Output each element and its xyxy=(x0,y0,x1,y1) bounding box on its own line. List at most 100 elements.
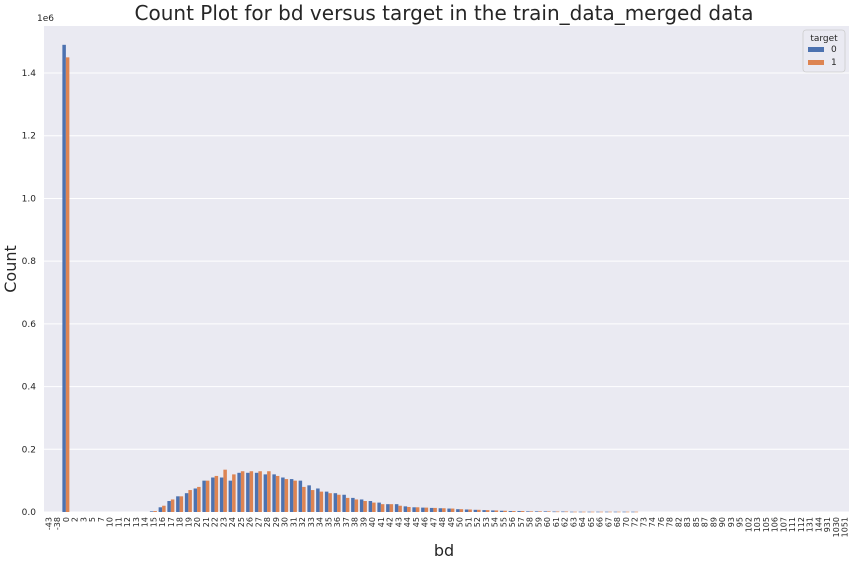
bar-series-1-19 xyxy=(188,490,192,512)
bar-series-1-27 xyxy=(258,471,262,512)
x-tick-label: 24 xyxy=(228,517,237,527)
x-axis-label: bd xyxy=(434,541,454,560)
bar-series-0-63 xyxy=(569,511,574,513)
x-tick-label: 93 xyxy=(727,517,736,527)
bar-series-0-61 xyxy=(552,511,556,513)
bar-series-1-21 xyxy=(205,480,210,512)
bar-series-1-66 xyxy=(599,511,604,513)
x-tick-label: 1051 xyxy=(841,517,850,537)
legend-label-0: 0 xyxy=(831,45,837,55)
x-tick-label: 50 xyxy=(456,517,465,527)
bar-series-0-65 xyxy=(587,511,591,513)
bar-series-1-53 xyxy=(485,510,490,512)
bar-series-0-68 xyxy=(613,511,618,513)
bar-series-0-47 xyxy=(429,507,434,512)
x-tick-label: 47 xyxy=(429,517,438,527)
x-tick-label: 85 xyxy=(692,517,701,527)
bar-series-1-24 xyxy=(232,474,236,512)
bar-series-0-59 xyxy=(534,511,539,512)
bar-series-1-44 xyxy=(407,506,411,512)
bar-series-0-58 xyxy=(526,511,530,512)
x-tick-label: 56 xyxy=(508,517,517,527)
bar-series-1-57 xyxy=(520,511,525,512)
y-tick-label: 1.4 xyxy=(22,69,37,79)
bar-series-0-36 xyxy=(333,493,338,512)
bar-series-1-65 xyxy=(590,511,595,513)
bar-series-1-16 xyxy=(162,505,166,512)
x-tick-label: 21 xyxy=(202,517,211,527)
x-tick-label: 931 xyxy=(823,517,832,532)
bar-series-0-57 xyxy=(517,511,521,512)
bar-series-1-64 xyxy=(582,511,586,513)
x-tick-label: 33 xyxy=(307,517,316,527)
x-tick-label: 16 xyxy=(158,517,167,527)
bar-series-0-22 xyxy=(211,477,215,512)
bar-series-1-55 xyxy=(503,510,507,512)
x-tick-label: 144 xyxy=(814,517,823,532)
x-tick-label: 95 xyxy=(736,517,745,527)
bar-series-1-48 xyxy=(442,508,446,512)
bar-series-1-58 xyxy=(529,511,534,512)
legend-title: target xyxy=(810,34,838,44)
x-tick-label: 68 xyxy=(613,517,622,527)
bar-series-0-45 xyxy=(412,507,416,512)
bar-series-1-56 xyxy=(512,511,516,512)
bar-series-0-15 xyxy=(149,511,154,512)
x-tick-label: 62 xyxy=(561,517,570,527)
x-tick-label: 13 xyxy=(132,517,141,527)
bar-series-0-67 xyxy=(604,511,609,513)
bar-series-0-72 xyxy=(631,511,635,513)
bar-series-0-51 xyxy=(464,509,469,512)
bar-series-1-63 xyxy=(573,511,577,513)
x-tick-label: 22 xyxy=(211,517,220,527)
x-tick-label: 11 xyxy=(114,517,123,527)
bar-series-0-42 xyxy=(386,504,390,512)
bar-series-0-34 xyxy=(316,488,320,512)
bar-series-0-33 xyxy=(307,485,311,512)
x-tick-label: 51 xyxy=(464,517,473,527)
x-tick-label: 49 xyxy=(447,517,456,527)
x-tick-label: 28 xyxy=(263,517,272,527)
bar-series-1-26 xyxy=(249,471,254,512)
x-tick-label: 63 xyxy=(569,517,578,527)
bar-series-1-29 xyxy=(275,475,280,512)
bar-series-0-21 xyxy=(202,480,206,512)
x-tick-label: 42 xyxy=(386,517,395,527)
x-tick-label: 40 xyxy=(368,517,377,527)
bar-series-1-40 xyxy=(372,502,376,512)
x-tick-label: 55 xyxy=(499,517,508,527)
x-tick-label: 31 xyxy=(289,517,298,527)
y-tick-label: 0.0 xyxy=(22,508,37,518)
x-tick-label: 32 xyxy=(298,517,307,527)
x-tick-label: 65 xyxy=(587,517,596,527)
x-tick-label: 18 xyxy=(176,517,185,527)
x-tick-label: 107 xyxy=(779,517,788,532)
bar-series-0-49 xyxy=(447,508,451,512)
x-tick-label: 46 xyxy=(421,517,430,527)
y-axis-ticks: 0.0 0.2 0.4 0.6 0.8 1.0 1.2 1.4 xyxy=(22,69,37,518)
x-tick-label: 90 xyxy=(718,517,727,527)
y-tick-label: 1.2 xyxy=(22,132,36,142)
x-tick-label: 61 xyxy=(552,517,561,527)
bar-series-1-51 xyxy=(468,509,472,512)
legend: target 0 1 xyxy=(802,29,846,73)
x-tick-label: 17 xyxy=(167,517,176,527)
x-tick-label: 82 xyxy=(674,517,683,527)
bar-series-0-31 xyxy=(289,479,294,512)
bar-series-1-36 xyxy=(337,494,341,512)
x-tick-label: 131 xyxy=(806,517,815,532)
bar-series-0-50 xyxy=(456,509,460,512)
x-tick-label: 58 xyxy=(526,517,535,527)
bar-series-1-18 xyxy=(179,496,184,512)
x-tick-label: 10 xyxy=(106,517,115,527)
x-tick-label: 1030 xyxy=(832,517,841,537)
x-tick-label: 37 xyxy=(342,517,351,527)
y-tick-label: 1.0 xyxy=(22,194,37,204)
x-tick-label: 14 xyxy=(141,517,150,527)
bar-series-1-0 xyxy=(65,57,70,513)
bar-series-0-48 xyxy=(438,508,443,512)
y-axis-label: Count xyxy=(1,245,20,293)
bar-series-0-62 xyxy=(561,511,565,513)
x-tick-label: 112 xyxy=(797,517,806,532)
